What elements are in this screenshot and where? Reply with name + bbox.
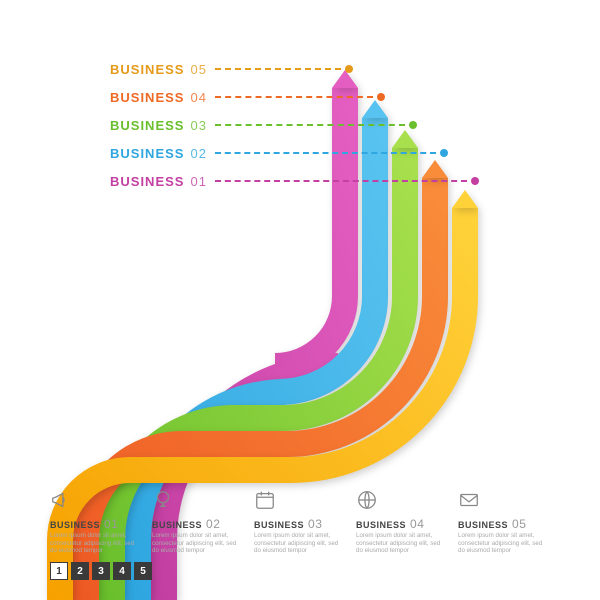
pager-box[interactable]: 2 [71, 562, 89, 580]
label-number: 02 [190, 146, 206, 161]
legend-title-row: BUSINESS 05 [458, 517, 550, 531]
label-text: BUSINESS [110, 118, 184, 133]
label-row: BUSINESS 02 [110, 139, 479, 167]
label-leader [215, 152, 436, 154]
label-leader [215, 180, 467, 182]
legend-number: 01 [104, 517, 118, 531]
legend-title-row: BUSINESS 03 [254, 517, 346, 531]
globe-icon [356, 487, 448, 513]
label-text: BUSINESS [110, 62, 184, 77]
label-number: 01 [190, 174, 206, 189]
label-leader [215, 68, 341, 70]
legend-title: BUSINESS [152, 520, 202, 530]
pager: 12345 [50, 562, 152, 580]
pager-box[interactable]: 1 [50, 562, 68, 580]
legend-desc: Lorem ipsum dolor sit amet, consectetur … [254, 532, 346, 555]
legend-title: BUSINESS [254, 520, 304, 530]
legend-desc: Lorem ipsum dolor sit amet, consectetur … [458, 532, 550, 555]
balloon-icon [152, 487, 244, 513]
legend-item: BUSINESS 02Lorem ipsum dolor sit amet, co… [152, 487, 244, 555]
legend-number: 05 [512, 517, 526, 531]
label-row: BUSINESS 05 [110, 55, 479, 83]
label-number: 03 [190, 118, 206, 133]
legend-number: 03 [308, 517, 322, 531]
legend-item: BUSINESS 01Lorem ipsum dolor sit amet, co… [50, 487, 142, 555]
legend-title: BUSINESS [50, 520, 100, 530]
pager-box[interactable]: 5 [134, 562, 152, 580]
label-row: BUSINESS 01 [110, 167, 479, 195]
label-leader [215, 96, 373, 98]
label-dot [409, 121, 417, 129]
label-dot [440, 149, 448, 157]
megaphone-icon [50, 487, 142, 513]
label-leader [215, 124, 405, 126]
label-dot [471, 177, 479, 185]
legend-title-row: BUSINESS 02 [152, 517, 244, 531]
legend-title: BUSINESS [458, 520, 508, 530]
calendar-icon [254, 487, 346, 513]
pager-box[interactable]: 4 [113, 562, 131, 580]
label-number: 04 [190, 90, 206, 105]
label-list: BUSINESS 05 BUSINESS 04 BUSINESS 03 BUSINESS 02… [110, 55, 479, 195]
label-number: 05 [190, 62, 206, 77]
label-text: BUSINESS [110, 174, 184, 189]
legend: BUSINESS01Lorem ipsum dolor sit amet, co… [50, 487, 550, 555]
legend-desc: Lorem ipsum dolor sit amet, consectetur … [152, 532, 244, 555]
legend-number: 04 [410, 517, 424, 531]
label-dot [377, 93, 385, 101]
legend-number: 02 [206, 517, 220, 531]
legend-item: BUSINESS 04Lorem ipsum dolor sit amet, co… [356, 487, 448, 555]
pager-box[interactable]: 3 [92, 562, 110, 580]
legend-title-row: BUSINESS 04 [356, 517, 448, 531]
legend-desc: Lorem ipsum dolor sit amet, consectetur … [356, 532, 448, 555]
label-row: BUSINESS 03 [110, 111, 479, 139]
legend-title: BUSINESS [356, 520, 406, 530]
infographic-canvas: BUSINESS 05 BUSINESS 04 BUSINESS 03 BUSINESS 02… [0, 0, 600, 600]
mail-icon [458, 487, 550, 513]
label-dot [345, 65, 353, 73]
legend-item: BUSINESS 05Lorem ipsum dolor sit amet, co… [458, 487, 550, 555]
legend-title-row: BUSINESS 01 [50, 517, 142, 531]
label-text: BUSINESS [110, 90, 184, 105]
label-row: BUSINESS 04 [110, 83, 479, 111]
legend-desc: Lorem ipsum dolor sit amet, consectetur … [50, 532, 142, 555]
label-text: BUSINESS [110, 146, 184, 161]
legend-item: BUSINESS 03Lorem ipsum dolor sit amet, co… [254, 487, 346, 555]
